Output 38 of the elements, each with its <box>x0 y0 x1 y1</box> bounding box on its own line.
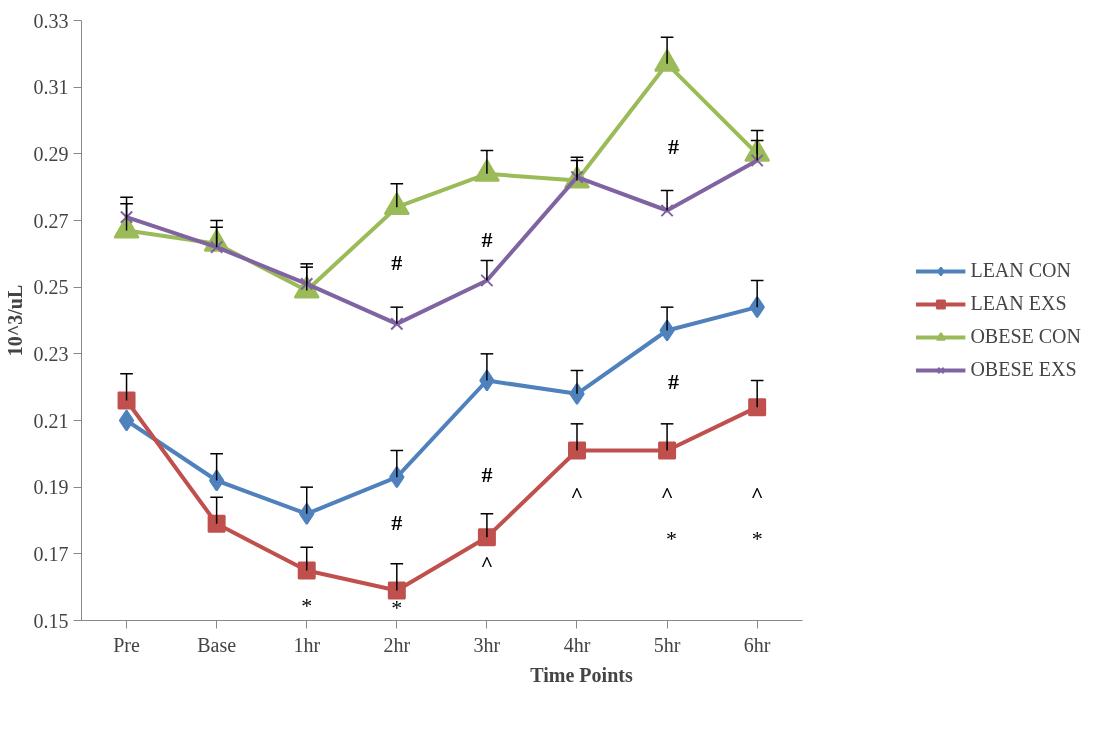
x-tick-label: 2hr <box>383 633 411 656</box>
annotation: ^ <box>750 482 764 507</box>
x-tick-label: 5hr <box>653 633 681 656</box>
y-tick-label: 0.31 <box>33 76 69 99</box>
annotation: # <box>391 509 403 535</box>
y-tick-label: 0.29 <box>33 142 69 165</box>
annotation: ^ <box>570 482 584 507</box>
annotation: # <box>391 249 403 275</box>
annotation: # <box>667 369 679 395</box>
x-tick-label: Pre <box>113 633 140 656</box>
x-tick-label: 3hr <box>473 633 501 656</box>
x-tick-label: 1hr <box>293 633 321 656</box>
y-tick-label: 0.19 <box>33 476 69 499</box>
annotation: * <box>751 526 763 552</box>
y-tick-label: 0.21 <box>33 409 69 432</box>
y-tick-label: 0.17 <box>33 542 69 565</box>
y-tick-label: 0.15 <box>33 609 69 632</box>
x-axis-title: Time Points <box>530 663 633 686</box>
y-tick-label: 0.27 <box>33 209 69 232</box>
annotation: * <box>391 595 403 621</box>
annotation: # <box>481 462 493 488</box>
x-tick-label: 4hr <box>563 633 591 656</box>
y-axis-title: 10^3/uL <box>3 284 26 357</box>
x-tick-label: 6hr <box>743 633 771 656</box>
legend-label: LEAN CON <box>970 259 1071 282</box>
annotation: ^ <box>660 482 674 507</box>
x-tick-label: Base <box>197 633 237 656</box>
legend-label: OBESE CON <box>970 325 1081 348</box>
annotation: # <box>481 227 493 252</box>
y-tick-label: 0.23 <box>33 342 69 365</box>
y-tick-label: 0.25 <box>33 276 69 299</box>
annotation: * <box>301 593 313 618</box>
y-tick-label: 0.33 <box>33 9 69 32</box>
annotation: # <box>667 134 679 159</box>
annotation: ^ <box>480 551 494 576</box>
legend-label: LEAN EXS <box>970 292 1067 315</box>
annotation: * <box>666 526 678 552</box>
legend-label: OBESE EXS <box>970 358 1077 381</box>
